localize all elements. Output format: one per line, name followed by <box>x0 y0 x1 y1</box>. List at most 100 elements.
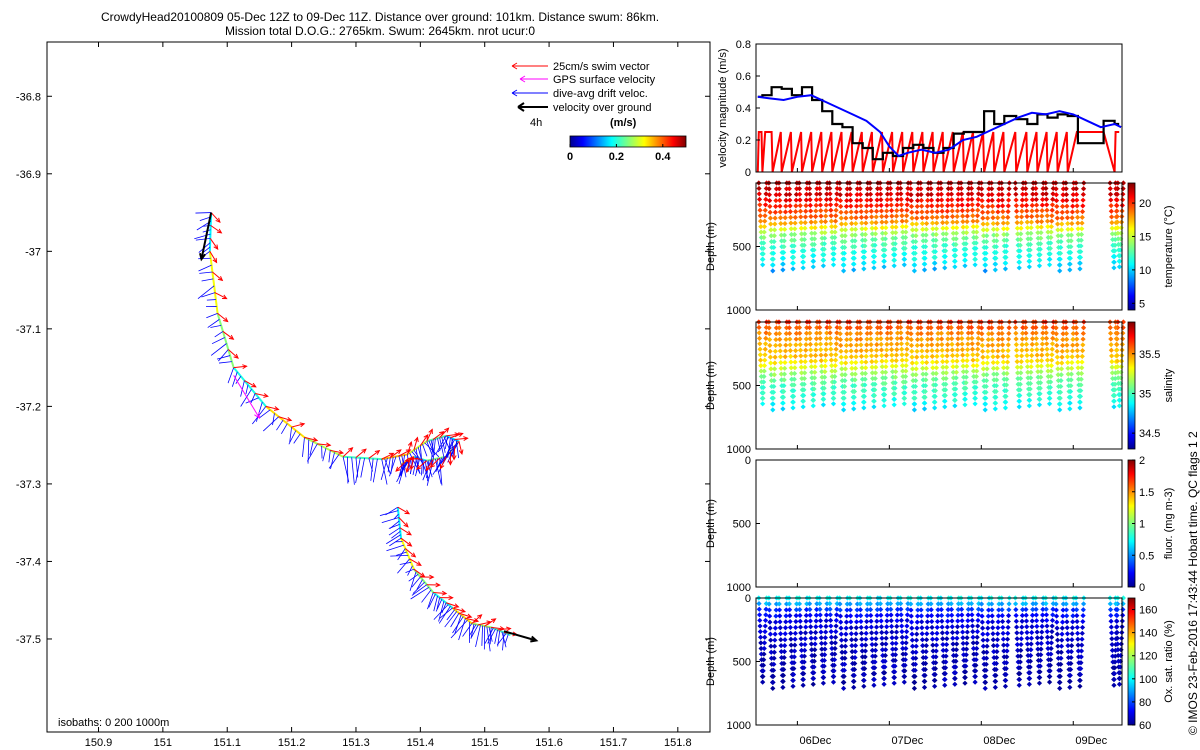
sample-point <box>985 331 992 337</box>
sample-point <box>874 197 880 203</box>
sample-point <box>919 359 926 366</box>
sample-point <box>777 209 783 215</box>
sample-point <box>1078 654 1084 660</box>
sample-point <box>960 640 966 647</box>
sample-point <box>782 643 788 649</box>
sample-point <box>1050 612 1056 618</box>
sample-point <box>864 203 870 209</box>
sample-point <box>902 384 908 391</box>
sample-point <box>914 631 920 637</box>
sample-point <box>783 330 789 337</box>
sample-point <box>824 185 830 192</box>
sample-point <box>793 607 800 613</box>
sample-point <box>798 214 804 220</box>
sample-point <box>771 244 777 251</box>
sample-point <box>893 352 900 358</box>
sample-point <box>862 388 868 394</box>
sample-point <box>1112 653 1118 659</box>
sample-point <box>818 640 825 647</box>
sample-point <box>930 370 936 377</box>
swim-vector <box>432 431 444 440</box>
sample-point <box>808 213 814 220</box>
sample-point <box>802 219 808 226</box>
sample-point <box>879 219 885 225</box>
map-ytick-label: -37.3 <box>16 479 41 491</box>
sample-point <box>869 358 875 365</box>
sample-point <box>770 673 776 679</box>
sample-point <box>991 371 997 377</box>
sample-point <box>793 336 799 342</box>
colorbar-tick-label: 0 <box>1139 582 1145 594</box>
sample-point <box>838 354 844 360</box>
sample-point <box>920 654 926 661</box>
sample-point <box>838 631 844 637</box>
sample-point <box>782 359 788 366</box>
sample-point <box>852 649 858 655</box>
sample-point <box>1047 256 1053 262</box>
sample-point <box>892 657 898 664</box>
sample-point <box>874 336 880 342</box>
sample-point <box>894 335 900 342</box>
sample-point <box>902 234 909 241</box>
sample-point <box>994 649 1000 655</box>
sample-point <box>871 676 877 683</box>
sample-point <box>879 364 885 370</box>
sample-point <box>1112 375 1118 382</box>
sample-point <box>894 208 900 214</box>
sample-point <box>792 214 798 220</box>
sample-point <box>1037 385 1043 391</box>
sample-point <box>842 649 848 655</box>
sample-point <box>1003 660 1010 666</box>
sample-point <box>1018 370 1024 376</box>
drift-vector <box>386 534 401 545</box>
sample-point <box>962 669 969 675</box>
sample-point <box>782 348 789 354</box>
sample-point <box>1109 630 1115 636</box>
sample-point <box>782 365 788 371</box>
drift-vector <box>447 440 458 463</box>
track-segment-1 <box>406 440 428 456</box>
sample-point <box>767 631 774 637</box>
sample-point <box>762 352 768 358</box>
sample-point <box>1039 623 1045 629</box>
sample-point <box>763 612 769 618</box>
sample-point <box>781 383 787 389</box>
sample-point <box>935 601 941 607</box>
sample-point <box>993 383 999 389</box>
sample-point <box>806 601 813 607</box>
sample-point <box>1065 220 1071 227</box>
sample-point <box>905 606 911 612</box>
sample-point <box>862 237 868 243</box>
sample-point <box>952 403 958 409</box>
sample-point <box>892 652 899 658</box>
sample-point <box>809 375 815 381</box>
sample-point <box>1048 373 1054 380</box>
sample-point <box>933 370 939 377</box>
sample-point <box>799 653 805 659</box>
sample-point <box>984 354 991 360</box>
sample-point <box>869 641 875 648</box>
sample-point <box>1059 637 1065 643</box>
sample-point <box>1068 383 1074 389</box>
sample-point <box>975 623 981 629</box>
sample-point <box>980 227 986 233</box>
sample-point <box>984 631 991 637</box>
sample-point <box>945 325 951 331</box>
sample-point <box>822 374 828 380</box>
sample-point <box>1080 607 1086 613</box>
sample-point <box>925 336 931 342</box>
sample-point <box>1070 330 1076 337</box>
sample-point <box>929 618 935 625</box>
sample-point <box>1019 342 1025 348</box>
sample-point <box>783 342 789 348</box>
sample-point <box>928 613 935 619</box>
sample-point <box>1078 660 1084 666</box>
sample-point <box>1033 606 1039 612</box>
swim-vector <box>395 461 406 472</box>
sample-point <box>1017 387 1023 393</box>
drift-vector <box>235 376 242 384</box>
sample-point <box>920 649 926 655</box>
sample-point <box>810 264 816 270</box>
swim-vector-head <box>408 456 414 462</box>
